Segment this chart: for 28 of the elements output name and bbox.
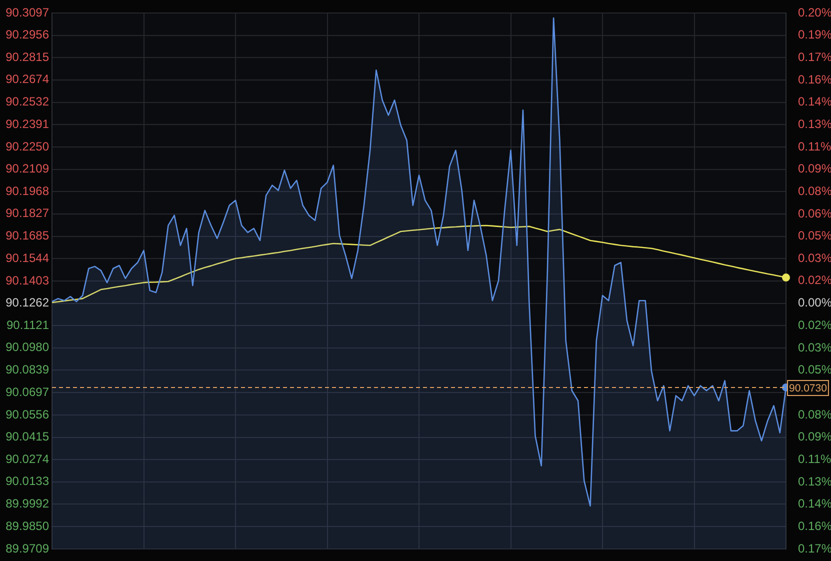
y-tick-label: 90.0839 — [6, 362, 50, 377]
y-tick-label: 90.1121 — [6, 318, 50, 332]
y-tick-label: 90.1403 — [6, 273, 50, 288]
ref-line-label: 90.0730 — [789, 382, 828, 394]
y-tick-label: 90.3097 — [6, 5, 50, 20]
y-tick-label: 90.2532 — [6, 94, 50, 109]
y-tick-label: 90.2674 — [6, 72, 50, 86]
y-tick-label: 90.1544 — [6, 251, 50, 266]
y-tick-label: 90.1685 — [6, 228, 50, 243]
y-tick-label: 90.1262 — [6, 296, 50, 310]
y-tick-label: 90.0980 — [6, 340, 50, 354]
y-tick-label: 90.1968 — [6, 184, 50, 198]
y-tick-label: 89.9709 — [6, 541, 50, 556]
y-tick-label: 90.1827 — [6, 206, 50, 220]
y-tick-label: 90.0274 — [6, 452, 50, 466]
y-tick-label: 90.2815 — [6, 50, 50, 64]
y-tick-label: 90.2956 — [6, 28, 50, 42]
y-tick-label: 90.0697 — [6, 385, 50, 400]
y-tick-label: 90.2109 — [6, 162, 50, 176]
y2-tick-label: 0.11% — [798, 139, 831, 154]
y-tick-label: 90.0415 — [6, 430, 50, 444]
y-tick-label: 89.9850 — [6, 519, 50, 534]
y-tick-label: 90.2391 — [6, 117, 50, 132]
y-tick-label: 90.0133 — [6, 474, 50, 488]
y-tick-label: 90.2250 — [6, 139, 50, 154]
y2-tick-label: 0.11% — [798, 452, 831, 466]
y-tick-label: 90.0556 — [6, 407, 50, 422]
y-tick-label: 89.9992 — [6, 496, 50, 511]
